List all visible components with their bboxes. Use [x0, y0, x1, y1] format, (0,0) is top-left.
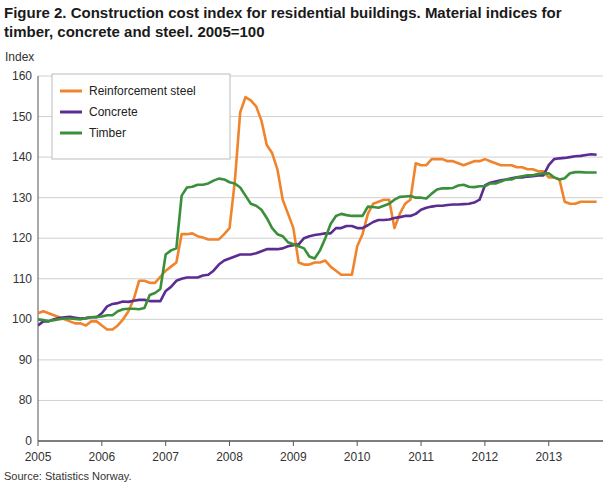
series-line — [38, 154, 597, 325]
x-tick-label: 2012 — [472, 450, 499, 464]
chart: 0 80 90 100 110 120 130 140 150 160 Index 2005 2006 2… — [0, 0, 610, 488]
x-tick — [357, 441, 358, 446]
x-tick — [421, 441, 422, 446]
series-group — [38, 97, 597, 329]
y-tick-label: 150 — [12, 110, 32, 124]
y-tick-label: 80 — [19, 393, 33, 407]
x-tick-label: 2006 — [88, 450, 115, 464]
y-tick-label: 110 — [13, 272, 32, 286]
y-axis — [38, 76, 39, 441]
y-tick-label: 160 — [12, 69, 32, 83]
y-tick-label: 0 — [25, 434, 32, 448]
x-tick — [229, 441, 230, 446]
x-tick-label: 2007 — [152, 450, 179, 464]
legend-box — [52, 74, 230, 159]
series-line — [38, 172, 597, 321]
legend-swatch — [60, 111, 82, 114]
x-tick-label: 2011 — [408, 450, 434, 464]
x-tick-label: 2010 — [344, 450, 371, 464]
x-tick — [165, 441, 166, 446]
x-tick-label: 2013 — [535, 450, 562, 464]
y-tick-label: 140 — [12, 150, 32, 164]
x-tick — [38, 441, 39, 446]
legend-swatch — [60, 132, 82, 135]
grid-line — [38, 197, 603, 198]
series-line — [38, 97, 597, 329]
x-tick — [484, 441, 485, 446]
x-tick — [548, 441, 549, 446]
grid-line — [38, 278, 603, 279]
legend-label: Reinforcement steel — [89, 84, 196, 98]
title: Figure 2. Construction cost index for re… — [4, 3, 604, 41]
legend-swatch — [60, 90, 82, 93]
legend-label: Concrete — [89, 105, 138, 119]
source: Source: Statistics Norway. — [4, 470, 132, 482]
grid-line — [38, 359, 603, 360]
y-tick-label: 120 — [12, 231, 32, 245]
x-tick-label: 2008 — [216, 450, 243, 464]
legend-label: Timber — [89, 126, 126, 140]
y-tick-label: 130 — [12, 191, 32, 205]
x-axis — [38, 441, 603, 442]
grid-line — [38, 238, 603, 239]
x-tick — [293, 441, 294, 446]
x-tick-label: 2005 — [25, 450, 52, 464]
y-tick-label: 90 — [19, 353, 33, 367]
y-axis-label: Index — [5, 50, 34, 64]
y-tick-label: 100 — [12, 312, 32, 326]
grid-line — [38, 400, 603, 401]
x-tick — [101, 441, 102, 446]
grid-line — [38, 441, 603, 442]
x-tick-label: 2009 — [280, 450, 307, 464]
